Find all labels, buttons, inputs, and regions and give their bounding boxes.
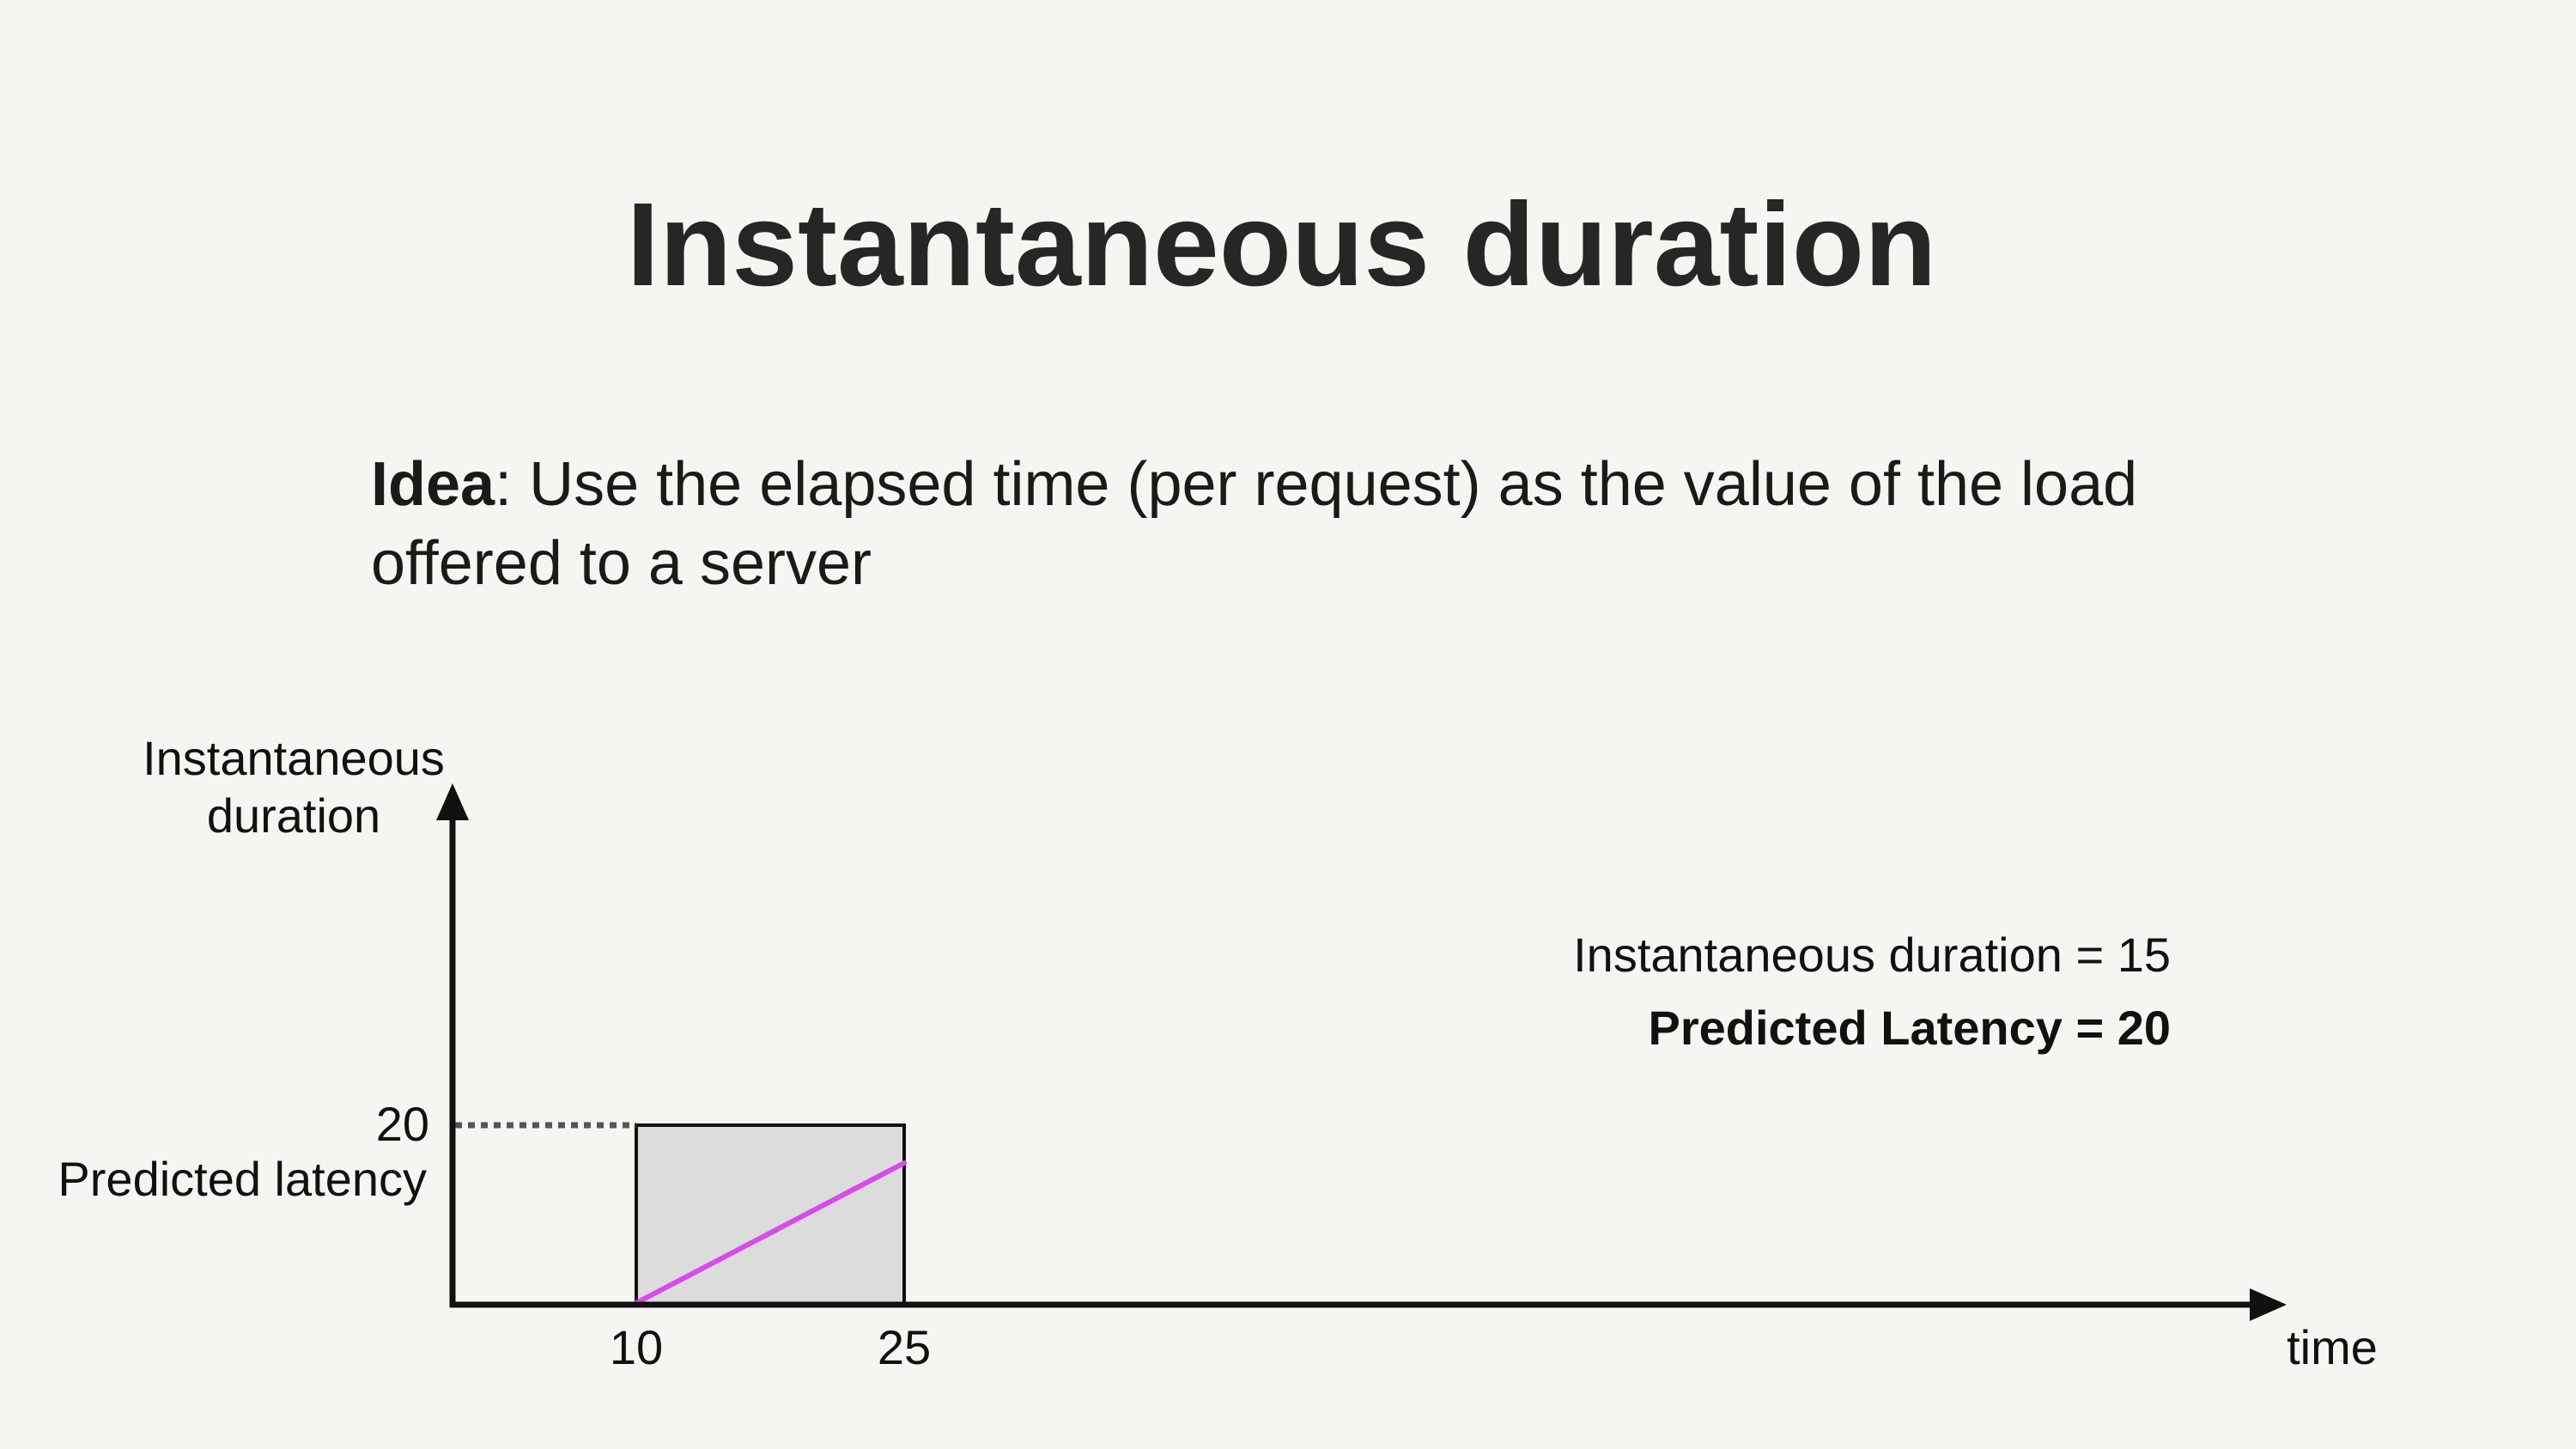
y-marker-label: Predicted latency xyxy=(58,1152,427,1206)
y-axis-arrowhead xyxy=(436,783,469,820)
annotation-instantaneous-duration: Instantaneous duration = 15 xyxy=(1573,928,2171,982)
annotation-predicted-latency: Predicted Latency = 20 xyxy=(1648,1001,2171,1055)
idea-paragraph: Idea: Use the elapsed time (per request)… xyxy=(371,445,2174,603)
x-tick-label-start: 10 xyxy=(610,1320,663,1374)
y-axis-label-line2: duration xyxy=(207,788,380,843)
x-axis-arrowhead xyxy=(2250,1288,2287,1321)
y-marker-value: 20 xyxy=(376,1097,429,1151)
idea-body: Use the elapsed time (per request) as th… xyxy=(371,450,2138,598)
request-interval-box xyxy=(635,1123,906,1307)
y-axis-label-line1: Instantaneous xyxy=(143,731,445,785)
instantaneous-duration-line xyxy=(634,1160,907,1306)
idea-label: Idea xyxy=(371,450,495,519)
idea-separator: : xyxy=(495,450,530,519)
slide-title: Instantaneous duration xyxy=(626,179,1937,311)
x-axis-label: time xyxy=(2287,1320,2378,1374)
x-tick-label-end: 25 xyxy=(878,1320,931,1374)
